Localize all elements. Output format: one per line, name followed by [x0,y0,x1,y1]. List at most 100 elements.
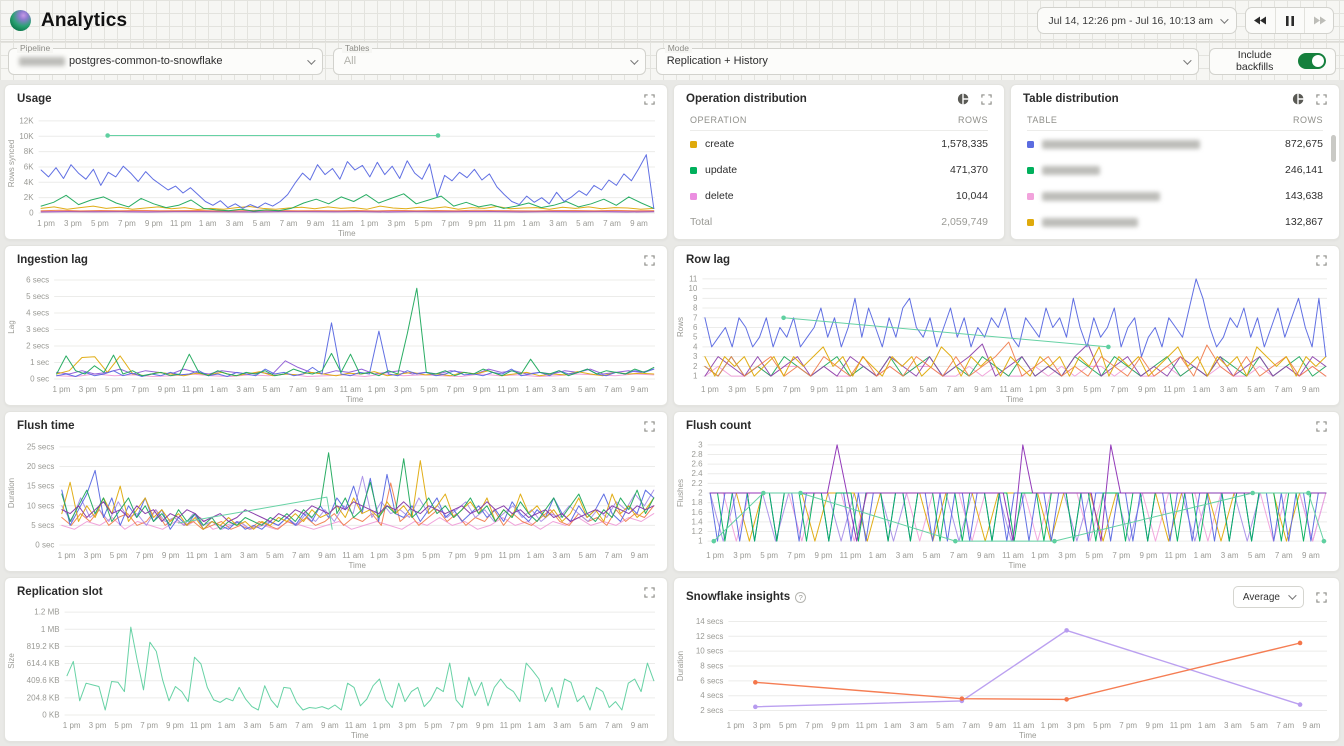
svg-text:1 am: 1 am [884,721,902,730]
series [41,133,654,212]
svg-text:204.8 KB: 204.8 KB [27,693,60,702]
date-range-picker[interactable]: Jul 14, 12:26 pm - Jul 16, 10:13 am [1037,7,1237,34]
panel-title: Table distribution [1023,93,1119,105]
svg-text:3 am: 3 am [1220,385,1238,394]
svg-text:1 am: 1 am [527,721,545,730]
table-row[interactable]: 246,141 [1027,157,1323,183]
pipeline-redacted-text [19,57,65,66]
svg-text:7 am: 7 am [292,551,310,560]
rewind-button[interactable] [1246,8,1275,33]
svg-text:5 am: 5 am [253,219,271,228]
svg-text:9 pm: 9 pm [1139,551,1157,560]
fast-forward-button[interactable] [1304,8,1333,33]
help-icon[interactable]: ? [795,592,806,603]
svg-text:7 pm: 7 pm [1119,721,1137,730]
scrollbar-thumb[interactable] [1331,135,1336,162]
row-count-value: 1,578,335 [941,138,988,150]
expand-icon[interactable] [644,255,655,266]
series-blue [62,470,654,529]
replication-slot-chart-canvas[interactable]: 0 KB204.8 KB409.6 KB614.4 KB819.2 KB1 MB… [5,600,667,741]
svg-text:5 am: 5 am [919,385,937,394]
flush-count-chart-canvas[interactable]: 11.21.41.61.822.22.42.62.831 pm3 pm5 pm7… [674,434,1339,571]
svg-text:5 am: 5 am [936,721,954,730]
expand-icon[interactable] [1316,94,1327,105]
svg-text:Duration: Duration [676,651,685,681]
panel-flush-count: Flush count 11.21.41.61.822.22.42.62.831… [673,411,1340,572]
table-row[interactable]: delete10,044 [690,183,988,209]
table-distribution-table: TABLE ROWS 872,675246,141143,638132,8678… [1011,107,1339,239]
svg-text:1: 1 [693,372,698,381]
svg-text:3 pm: 3 pm [1056,385,1074,394]
series-color-swatch [1027,193,1034,200]
svg-text:1.2 MB: 1.2 MB [34,608,59,617]
pie-chart-toggle-icon[interactable] [957,93,969,105]
table-row[interactable]: 84,567 [1027,235,1323,239]
svg-text:11 pm: 11 pm [170,219,192,228]
table-name-redacted [1042,166,1100,175]
table-row[interactable]: update471,370 [690,157,988,183]
expand-icon[interactable] [1316,421,1327,432]
svg-text:5 am: 5 am [923,551,941,560]
row-count-value: 10,044 [956,190,988,202]
row-lag-chart-canvas[interactable]: 12345678910111 pm3 pm5 pm7 pm9 pm11 pm1 … [674,268,1339,405]
expand-icon[interactable] [1316,592,1327,603]
svg-text:5 pm: 5 pm [422,551,440,560]
ingestion-lag-chart-canvas[interactable]: 0 sec1 sec2 secs3 secs4 secs5 secs6 secs… [5,268,667,405]
svg-text:5 pm: 5 pm [105,385,123,394]
svg-text:11 pm: 11 pm [1170,721,1192,730]
svg-text:819.2 KB: 819.2 KB [27,642,60,651]
row-count-value: 132,867 [1285,216,1323,228]
series-lavender [62,476,654,529]
usage-chart-canvas[interactable]: 02K4K6K8K10K12K1 pm3 pm5 pm7 pm9 pm11 pm… [5,107,667,239]
svg-text:11 am: 11 am [340,385,362,394]
panel-title: Flush time [17,420,75,432]
panel-flush-time: Flush time 0 sec5 secs10 secs15 secs20 s… [4,411,668,572]
expand-icon[interactable] [644,94,655,105]
svg-text:7 am: 7 am [1276,721,1294,730]
flush-time-chart-canvas[interactable]: 0 sec5 secs10 secs15 secs20 secs25 secs1… [5,434,667,571]
svg-text:1 am: 1 am [199,219,217,228]
toggle-on-icon[interactable] [1298,53,1326,69]
pipeline-select-label: Pipeline [17,43,53,53]
expand-icon[interactable] [644,587,655,598]
svg-text:9 pm: 9 pm [476,721,494,730]
table-row[interactable]: 872,675 [1027,131,1323,157]
svg-text:1 sec: 1 sec [30,358,49,367]
svg-text:11 pm: 11 pm [182,385,204,394]
table-row[interactable]: 132,867 [1027,209,1323,235]
svg-text:11 pm: 11 pm [498,551,520,560]
include-backfills-toggle-button[interactable]: Include backfills [1209,48,1336,75]
svg-text:11 pm: 11 pm [500,721,522,730]
svg-text:2.8: 2.8 [691,450,703,459]
svg-text:2K: 2K [24,193,34,202]
svg-text:6K: 6K [24,162,34,171]
mode-select[interactable]: Mode Replication + History [656,48,1199,75]
svg-text:Time: Time [351,731,369,740]
table-row[interactable]: create1,578,335 [690,131,988,157]
table-row[interactable]: Total2,059,749 [690,209,988,235]
expand-icon[interactable] [981,94,992,105]
svg-text:4: 4 [693,342,698,351]
svg-text:9 pm: 9 pm [474,551,492,560]
svg-text:2: 2 [693,362,698,371]
svg-text:7 pm: 7 pm [448,551,466,560]
series-green [710,493,1326,541]
pause-button[interactable] [1275,8,1304,33]
svg-text:7 am: 7 am [1275,385,1293,394]
svg-text:7: 7 [693,313,698,322]
tables-select[interactable]: Tables All [333,48,646,75]
svg-text:1 pm: 1 pm [706,551,724,560]
expand-icon[interactable] [1316,255,1327,266]
expand-icon[interactable] [644,421,655,432]
table-row[interactable]: 143,638 [1027,183,1323,209]
pipeline-select[interactable]: Pipeline postgres-common-to-snowflake [8,48,323,75]
tables-value: All [344,55,356,67]
svg-text:5 am: 5 am [579,721,597,730]
total-label: Total [690,216,712,228]
svg-text:9 am: 9 am [1302,551,1320,560]
pie-chart-toggle-icon[interactable] [1292,93,1304,105]
snowflake-insights-chart-canvas[interactable]: 2 secs4 secs6 secs8 secs10 secs12 secs14… [674,610,1339,741]
svg-text:1 am: 1 am [1193,385,1211,394]
app-title: Analytics [41,10,127,32]
aggregate-select[interactable]: Average [1233,586,1304,608]
